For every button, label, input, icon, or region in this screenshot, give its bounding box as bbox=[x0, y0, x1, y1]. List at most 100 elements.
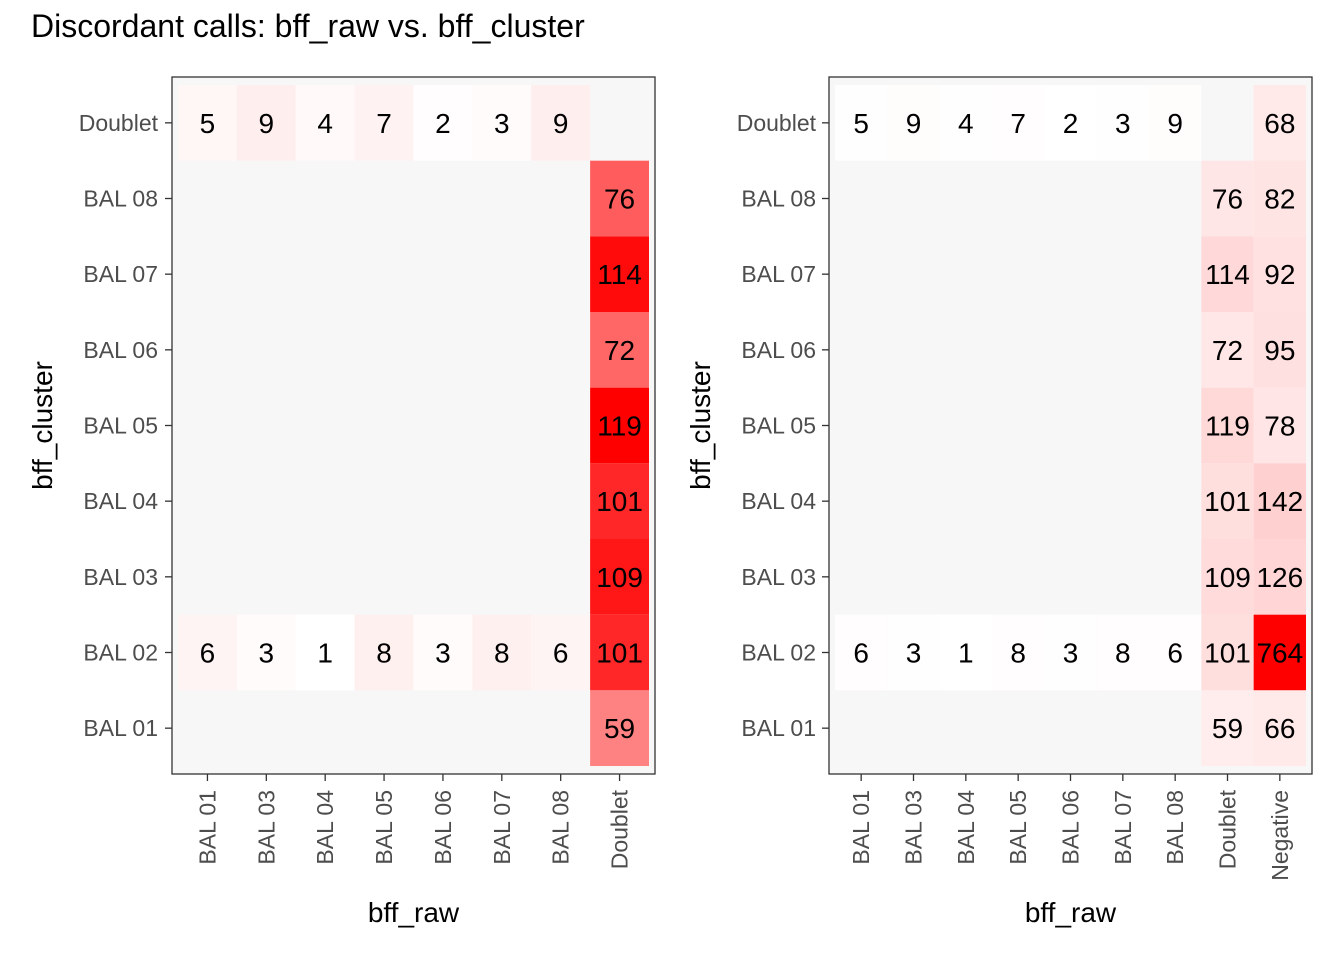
heatmap-tile bbox=[835, 614, 888, 691]
cell-value-label: 101 bbox=[1204, 486, 1251, 517]
heatmap-tile bbox=[939, 85, 992, 161]
heatmap-tile bbox=[354, 85, 414, 161]
x-tick-label: Negative bbox=[1267, 790, 1293, 881]
cell-value-label: 114 bbox=[1205, 259, 1250, 290]
cell-value-label: 9 bbox=[906, 108, 922, 139]
cell-value-label: 4 bbox=[958, 108, 974, 139]
cell-value-label: 78 bbox=[1264, 411, 1295, 442]
cell-value-label: 119 bbox=[1205, 411, 1250, 442]
cell-value-label: 119 bbox=[597, 411, 642, 442]
heatmap-tile bbox=[1253, 236, 1306, 312]
heatmap-tile bbox=[590, 539, 649, 615]
y-tick-label: BAL 01 bbox=[83, 715, 158, 741]
heatmap-tile bbox=[531, 614, 591, 691]
cell-value-label: 114 bbox=[597, 259, 642, 290]
cell-value-label: 59 bbox=[1212, 713, 1243, 744]
x-tick-label: BAL 04 bbox=[953, 790, 979, 865]
y-tick-label: Doublet bbox=[737, 110, 817, 136]
cell-value-label: 1 bbox=[958, 638, 974, 669]
y-tick-label: BAL 04 bbox=[83, 488, 158, 514]
heatmap-tile bbox=[887, 85, 940, 161]
cell-value-label: 9 bbox=[553, 108, 569, 139]
y-tick-label: BAL 01 bbox=[741, 715, 816, 741]
y-tick-label: BAL 02 bbox=[83, 640, 158, 666]
heatmap-tile bbox=[590, 690, 649, 766]
x-tick-label: Doublet bbox=[1215, 789, 1241, 869]
y-tick-label: BAL 07 bbox=[83, 261, 158, 287]
cell-value-label: 7 bbox=[376, 108, 392, 139]
y-tick-label: BAL 06 bbox=[83, 337, 158, 363]
heatmap-tile bbox=[992, 614, 1045, 691]
cell-value-label: 8 bbox=[494, 638, 510, 669]
cell-value-label: 8 bbox=[1115, 638, 1131, 669]
heatmap-tile bbox=[1149, 614, 1202, 691]
cell-value-label: 3 bbox=[1115, 108, 1131, 139]
y-tick-label: BAL 08 bbox=[83, 186, 158, 212]
x-tick-label: BAL 05 bbox=[1005, 790, 1031, 865]
heatmap-tile bbox=[236, 614, 296, 691]
heatmap-tile bbox=[472, 85, 532, 161]
cell-value-label: 3 bbox=[494, 108, 510, 139]
heatmap-tile bbox=[590, 614, 649, 691]
heatmap-tile bbox=[1253, 387, 1306, 464]
heatmap-tile bbox=[1044, 614, 1097, 691]
heatmap-tile bbox=[1201, 160, 1254, 237]
heatmap-tile bbox=[1201, 463, 1254, 539]
heatmap-tile bbox=[1096, 85, 1149, 161]
cell-value-label: 126 bbox=[1256, 562, 1303, 593]
cell-value-label: 76 bbox=[1212, 184, 1243, 215]
heatmap-tile bbox=[178, 85, 237, 161]
heatmap-tile bbox=[939, 614, 992, 691]
heatmap-tile bbox=[590, 387, 649, 464]
y-tick-label: BAL 03 bbox=[83, 564, 158, 590]
heatmap-tile bbox=[1253, 85, 1306, 161]
chart-title: Discordant calls: bff_raw vs. bff_cluste… bbox=[31, 8, 585, 44]
heatmap-tile bbox=[887, 614, 940, 691]
cell-value-label: 6 bbox=[1167, 638, 1183, 669]
heatmap-tile bbox=[1201, 539, 1254, 615]
cell-value-label: 101 bbox=[596, 638, 643, 669]
x-axis-title: bff_raw bbox=[368, 897, 460, 928]
cell-value-label: 5 bbox=[200, 108, 216, 139]
cell-value-label: 3 bbox=[1063, 638, 1079, 669]
heatmap-tile bbox=[236, 85, 296, 161]
x-tick-label: BAL 01 bbox=[194, 790, 220, 865]
heatmap-tile bbox=[590, 312, 649, 388]
cell-value-label: 92 bbox=[1264, 259, 1295, 290]
heatmap-tile bbox=[295, 614, 355, 691]
heatmap-tile bbox=[354, 614, 414, 691]
heatmap-tile bbox=[1253, 614, 1306, 691]
heatmap-tile bbox=[531, 85, 591, 161]
cell-value-label: 59 bbox=[604, 713, 635, 744]
heatmap-tile bbox=[413, 85, 473, 161]
cell-value-label: 3 bbox=[259, 638, 275, 669]
heatmap-tile bbox=[590, 160, 649, 237]
heatmap-tile bbox=[295, 85, 355, 161]
x-tick-label: BAL 06 bbox=[430, 790, 456, 865]
cell-value-label: 82 bbox=[1264, 184, 1295, 215]
heatmap-tile bbox=[590, 236, 649, 312]
cell-value-label: 9 bbox=[259, 108, 275, 139]
cell-value-label: 109 bbox=[1204, 562, 1251, 593]
cell-value-label: 4 bbox=[317, 108, 333, 139]
x-tick-label: BAL 03 bbox=[253, 790, 279, 865]
cell-value-label: 101 bbox=[596, 486, 643, 517]
heatmap-tile bbox=[1253, 160, 1306, 237]
y-tick-label: BAL 07 bbox=[741, 261, 816, 287]
y-tick-label: BAL 04 bbox=[741, 488, 816, 514]
heatmap-tile bbox=[992, 85, 1045, 161]
cell-value-label: 109 bbox=[596, 562, 643, 593]
heatmap-tile bbox=[835, 85, 888, 161]
cell-value-label: 72 bbox=[604, 335, 635, 366]
heatmap-tile bbox=[1201, 614, 1254, 691]
heatmap-tile bbox=[1253, 463, 1306, 539]
cell-value-label: 3 bbox=[435, 638, 451, 669]
cell-value-label: 95 bbox=[1264, 335, 1295, 366]
heatmap-tile bbox=[1096, 614, 1149, 691]
cell-value-label: 2 bbox=[1063, 108, 1079, 139]
x-tick-label: BAL 01 bbox=[848, 790, 874, 865]
y-tick-label: BAL 02 bbox=[741, 640, 816, 666]
cell-value-label: 5 bbox=[853, 108, 869, 139]
x-tick-label: BAL 03 bbox=[901, 790, 927, 865]
